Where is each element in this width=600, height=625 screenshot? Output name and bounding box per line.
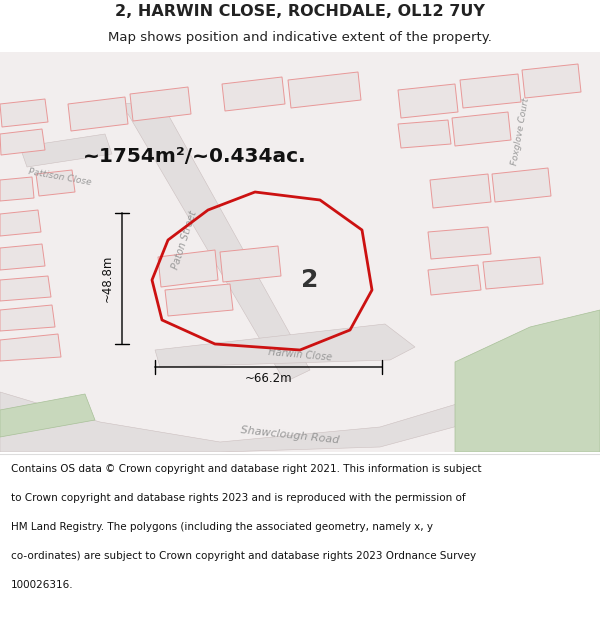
Polygon shape [158,250,218,287]
Polygon shape [0,394,95,437]
Polygon shape [483,257,543,289]
Text: Map shows position and indicative extent of the property.: Map shows position and indicative extent… [108,31,492,44]
Polygon shape [452,112,511,146]
Polygon shape [522,64,581,98]
Text: 2, HARWIN CLOSE, ROCHDALE, OL12 7UY: 2, HARWIN CLOSE, ROCHDALE, OL12 7UY [115,4,485,19]
Polygon shape [430,174,491,208]
Polygon shape [130,87,191,121]
Text: ~48.8m: ~48.8m [101,255,113,302]
Polygon shape [460,74,521,108]
Polygon shape [0,276,51,301]
Text: HM Land Registry. The polygons (including the associated geometry, namely x, y: HM Land Registry. The polygons (includin… [11,522,433,532]
Polygon shape [398,120,451,148]
Polygon shape [72,100,310,382]
Polygon shape [20,134,112,167]
Polygon shape [0,210,41,236]
Polygon shape [0,99,48,127]
Text: Pattison Close: Pattison Close [28,167,92,187]
Polygon shape [155,324,415,367]
Polygon shape [428,227,491,259]
Polygon shape [222,77,285,111]
Text: 2: 2 [301,268,319,292]
Polygon shape [220,246,281,282]
Text: to Crown copyright and database rights 2023 and is reproduced with the permissio: to Crown copyright and database rights 2… [11,493,466,503]
Polygon shape [288,72,361,108]
Polygon shape [165,284,233,316]
Polygon shape [68,97,128,131]
Text: 100026316.: 100026316. [11,581,73,591]
Text: Shawclough Road: Shawclough Road [240,425,340,445]
Polygon shape [0,305,55,331]
Polygon shape [0,52,600,452]
Text: Foxglove Court: Foxglove Court [509,98,530,166]
Polygon shape [428,265,481,295]
Text: co-ordinates) are subject to Crown copyright and database rights 2023 Ordnance S: co-ordinates) are subject to Crown copyr… [11,551,476,561]
Polygon shape [398,84,458,118]
Polygon shape [455,310,600,452]
Text: Paton Street: Paton Street [171,209,199,271]
Polygon shape [0,129,45,155]
Text: Contains OS data © Crown copyright and database right 2021. This information is : Contains OS data © Crown copyright and d… [11,464,481,474]
Polygon shape [36,170,75,196]
Polygon shape [0,342,600,452]
Polygon shape [0,334,61,361]
Text: ~1754m²/~0.434ac.: ~1754m²/~0.434ac. [83,148,307,166]
Polygon shape [492,168,551,202]
Polygon shape [0,244,45,270]
Polygon shape [0,177,34,201]
Text: Harwin Close: Harwin Close [268,348,332,362]
Text: ~66.2m: ~66.2m [245,371,292,384]
